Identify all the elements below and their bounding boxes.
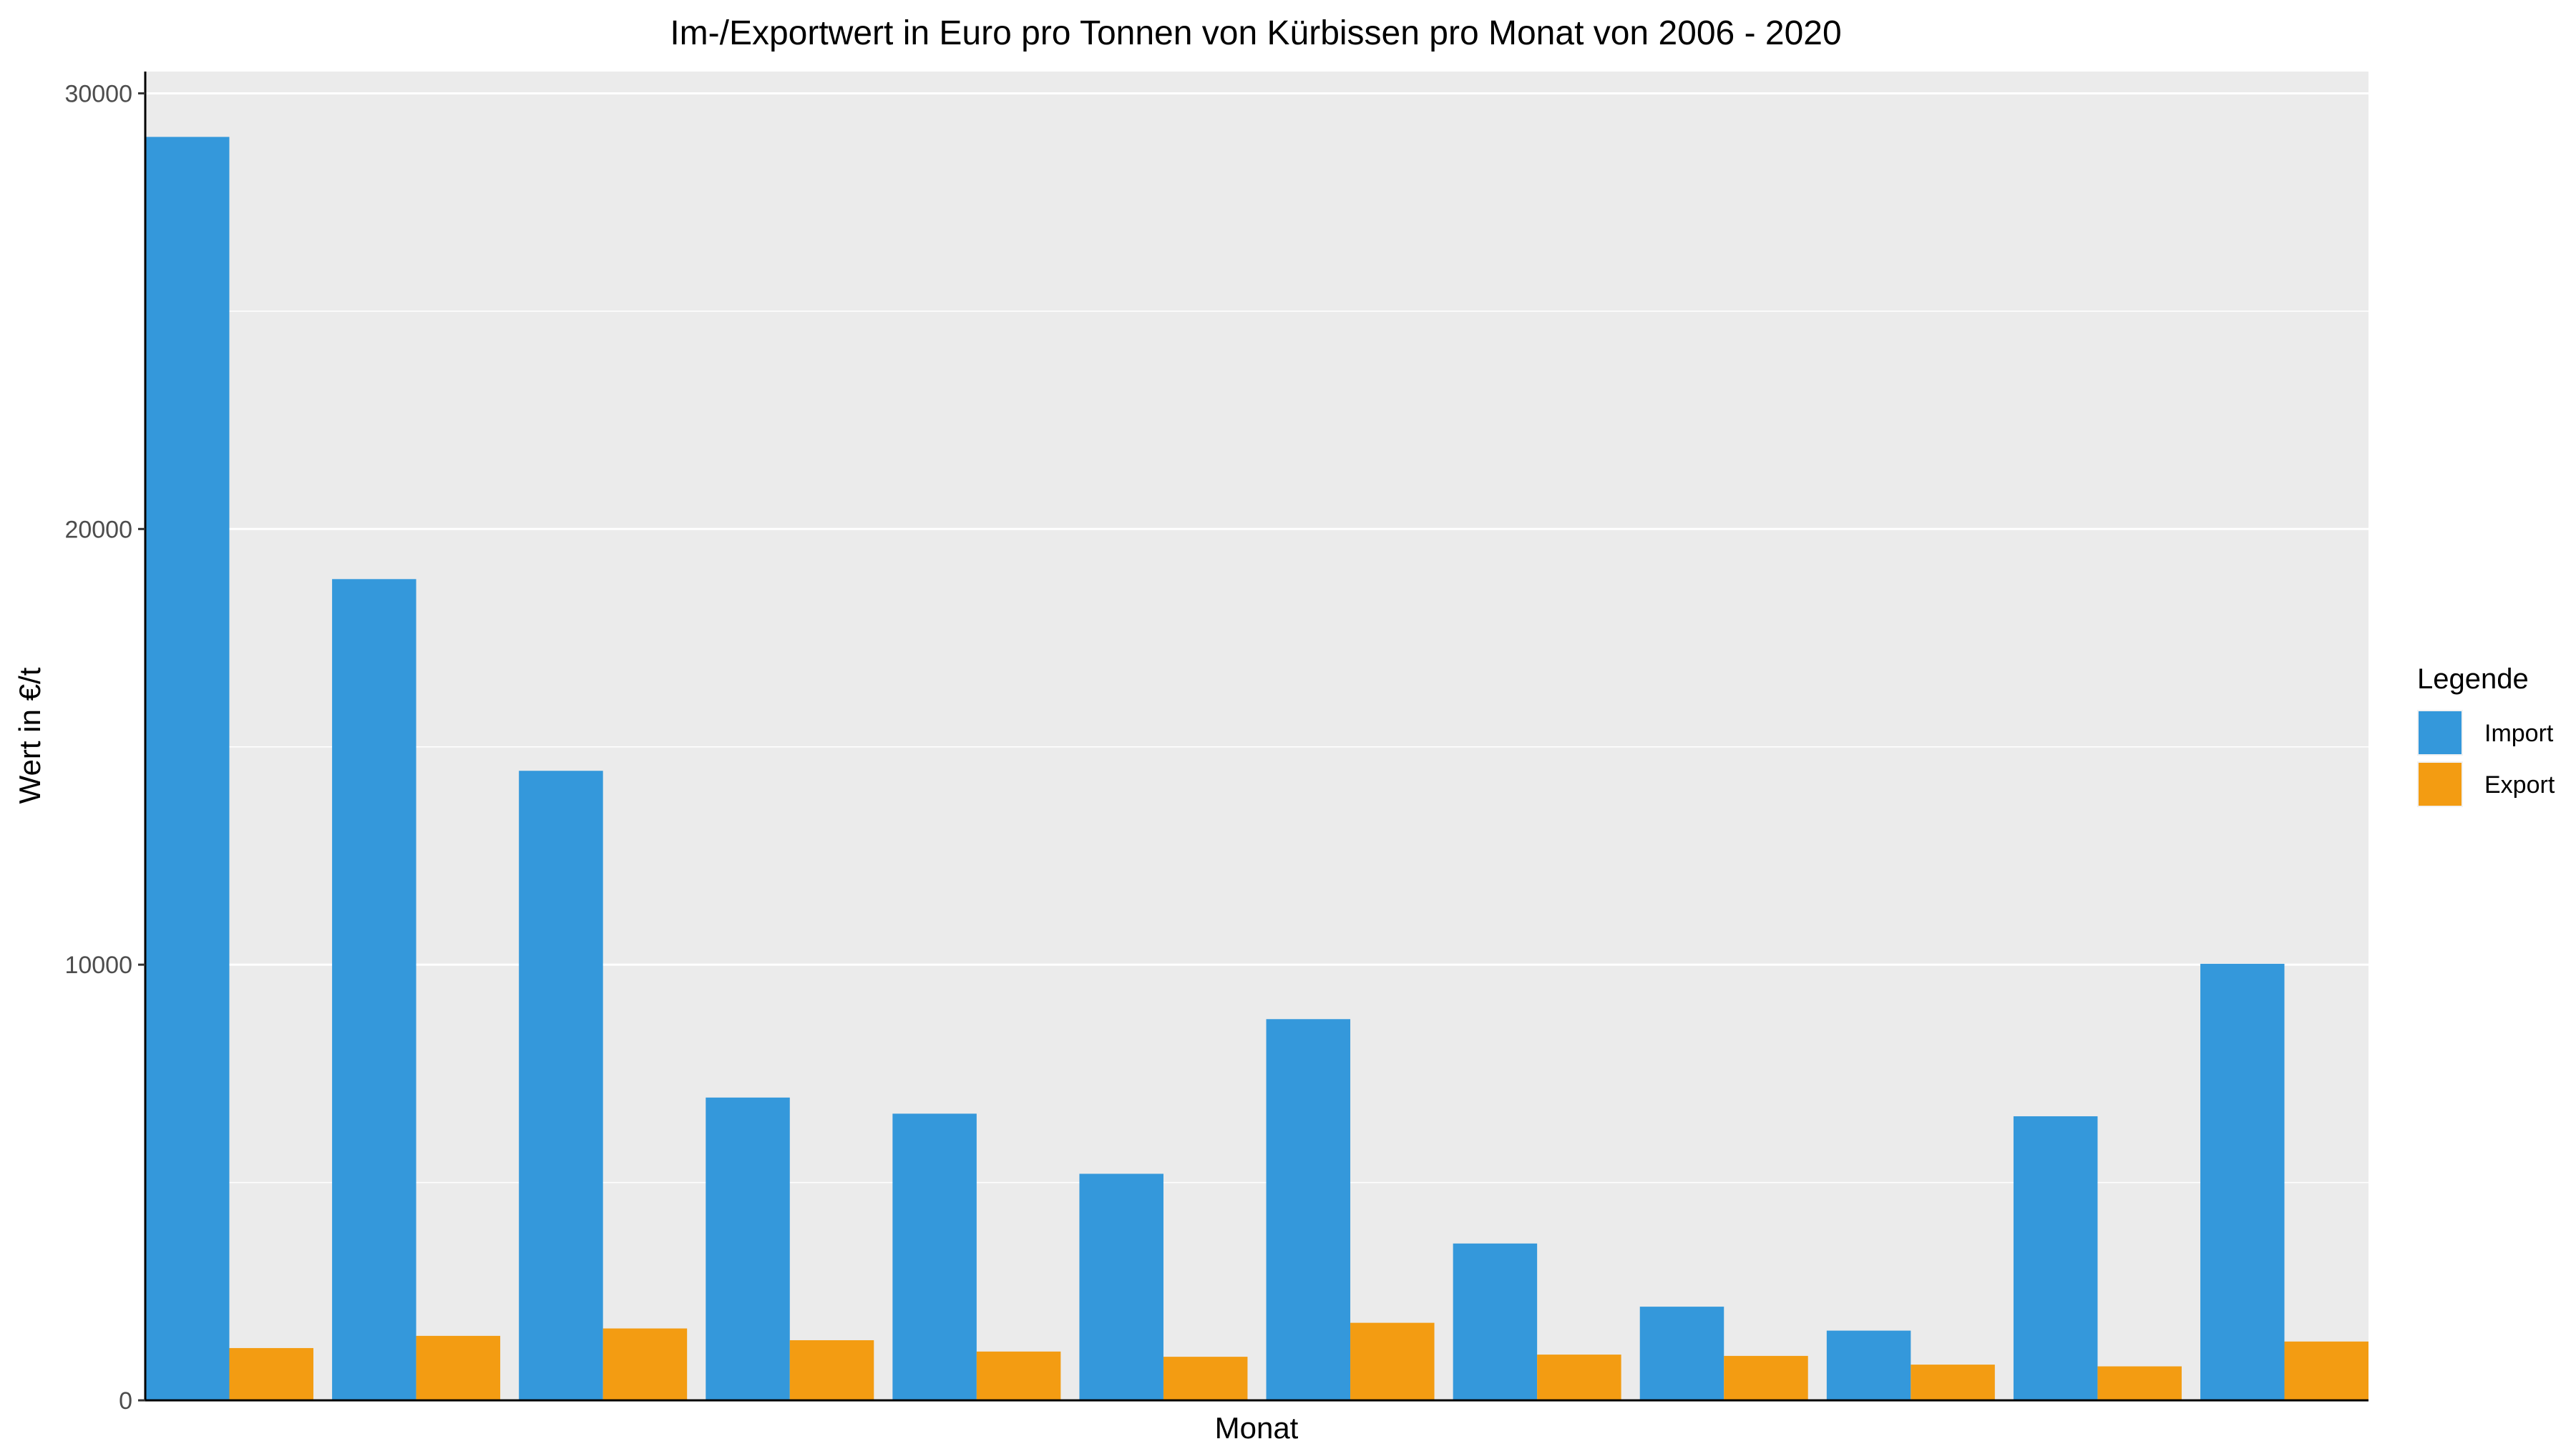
bar-import [2200, 963, 2285, 1400]
legend-key-import [2419, 711, 2462, 754]
bar-export [2097, 1366, 2182, 1400]
legend-label-export: Export [2484, 771, 2555, 799]
y-tick-label: 20000 [64, 516, 132, 543]
bar-export [1911, 1365, 1995, 1400]
bar-export [1724, 1355, 1808, 1400]
bar-import [1266, 1019, 1351, 1400]
bar-import [1079, 1174, 1163, 1400]
bar-export [976, 1351, 1061, 1400]
plot-panel [145, 72, 2368, 1400]
bar-import [892, 1113, 977, 1400]
bar-import [706, 1097, 790, 1400]
legend-key-export [2419, 763, 2462, 806]
y-tick-label: 10000 [64, 952, 132, 979]
bar-export [229, 1347, 313, 1400]
bar-export [1537, 1355, 1621, 1400]
x-axis-title: Monat [1215, 1411, 1299, 1445]
bar-import [2013, 1116, 2098, 1400]
bar-import [145, 137, 230, 1400]
y-axis-ticks: 0 10000 20000 30000 [64, 80, 145, 1415]
legend-title: Legende [2417, 663, 2529, 695]
bars [145, 137, 2368, 1400]
bar-export [602, 1328, 688, 1400]
bar-export [416, 1335, 501, 1400]
bar-import [1826, 1330, 1911, 1400]
bar-import [1639, 1307, 1724, 1400]
bar-export [789, 1340, 874, 1400]
legend: Legende Import Export [2417, 663, 2555, 807]
bar-export [1350, 1322, 1435, 1400]
bar-export [1163, 1357, 1248, 1400]
bar-import [1453, 1243, 1538, 1400]
y-tick-label: 0 [119, 1387, 132, 1415]
bar-import [332, 579, 416, 1400]
y-axis-title: Wert in €/t [13, 667, 47, 804]
bar-import [519, 771, 603, 1400]
minor-gridlines [145, 311, 2368, 1184]
y-tick-label: 30000 [64, 80, 132, 107]
bar-export [2284, 1341, 2368, 1400]
legend-label-import: Import [2484, 720, 2554, 747]
chart-title: Im-/Exportwert in Euro pro Tonnen von Kü… [670, 14, 1841, 52]
